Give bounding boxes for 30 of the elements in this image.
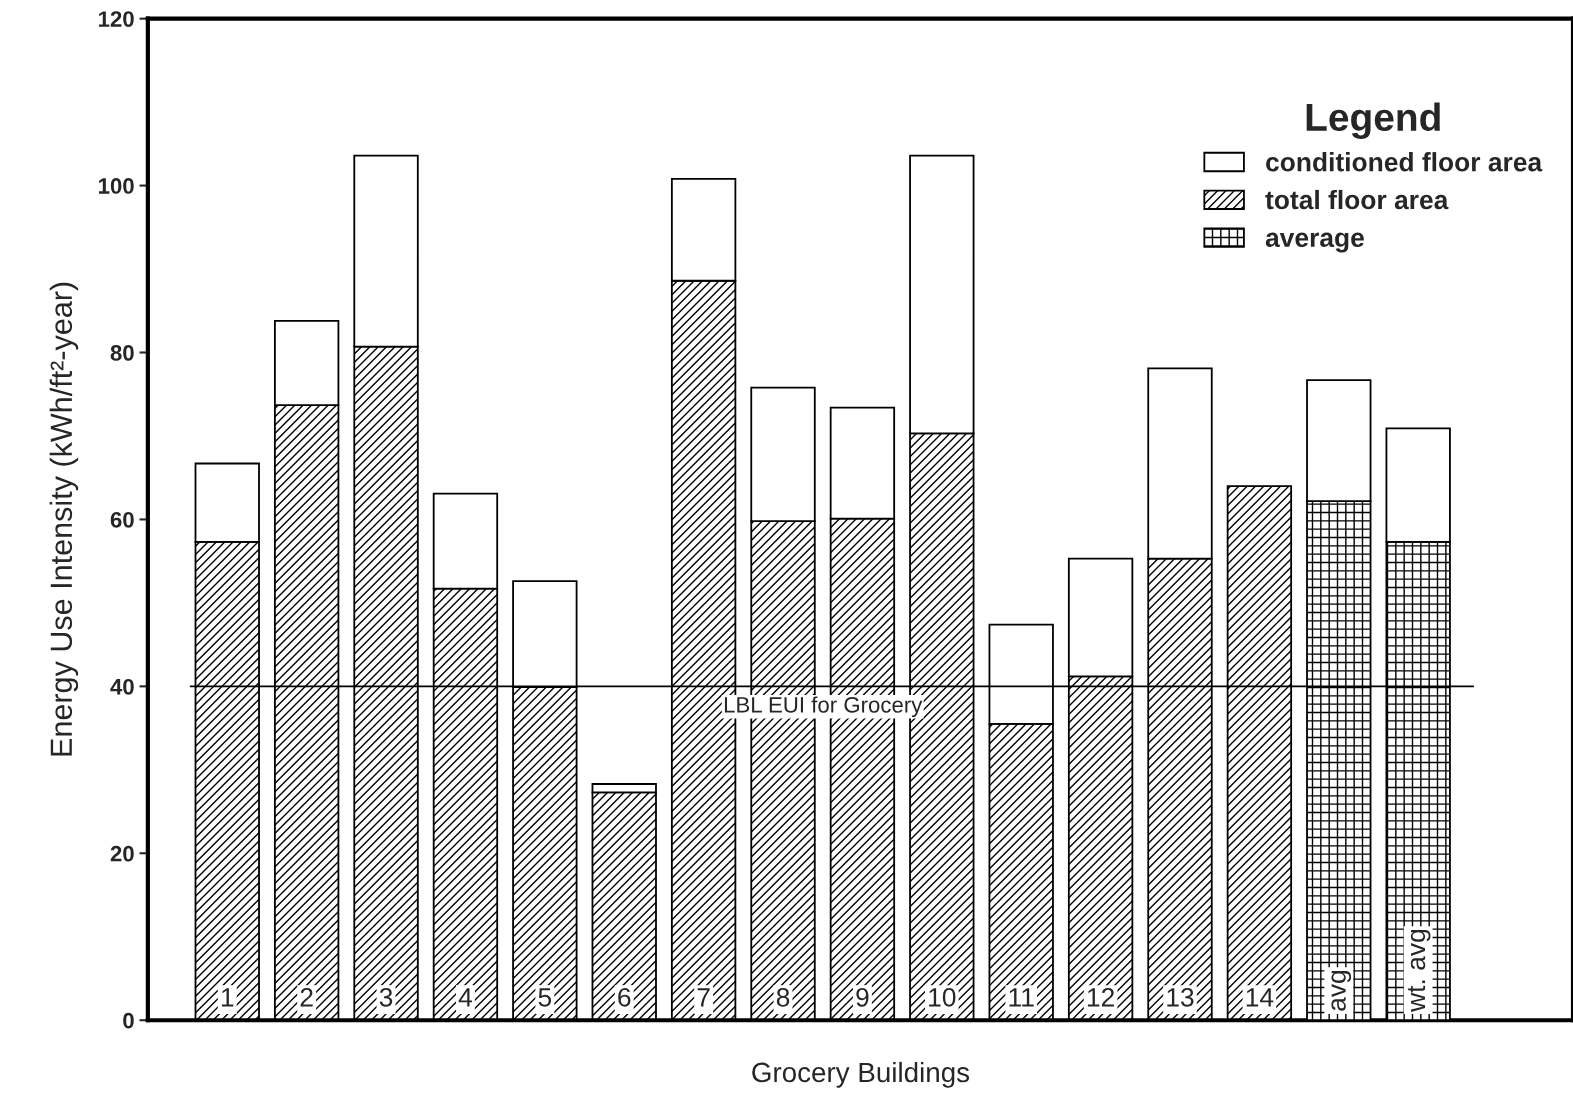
x-tick-label: 5 [538, 988, 552, 1007]
x-tick-label: 13 [1167, 987, 1194, 1007]
x-tick-label: 7 [697, 988, 710, 1007]
x-tick-label: 10 [929, 987, 956, 1007]
x-tick-label: 8 [776, 987, 790, 1007]
y-tick-label: 20 [110, 845, 134, 862]
x-tick-label: avg [1331, 971, 1352, 1011]
x-tick-label: 3 [379, 987, 393, 1007]
x-tick-label: wt. avg [1407, 929, 1431, 1012]
y-tick-label: 100 [98, 178, 134, 194]
ref-line-label: LBL EUI for Grocery [724, 696, 923, 718]
x-tick-label: 9 [856, 987, 869, 1007]
legend-label: total floor area [1265, 189, 1449, 210]
y-tick-label: 40 [110, 678, 134, 695]
x-tick-label: 11 [1009, 988, 1034, 1007]
x-axis-title: Grocery Buildings [752, 1061, 970, 1088]
x-tick-label: 2 [300, 987, 313, 1007]
x-tick-label: 1 [221, 988, 234, 1007]
y-tick-label: 120 [98, 11, 134, 27]
y-tick-label: 0 [123, 1012, 134, 1029]
legend-title: Legend [1306, 102, 1440, 139]
x-tick-label: 4 [458, 988, 473, 1007]
x-tick-label: 6 [618, 987, 631, 1007]
x-tick-label: 14 [1246, 988, 1274, 1007]
y-tick-label: 60 [110, 511, 134, 528]
x-tick-label: 12 [1087, 987, 1114, 1007]
y-tick-label: 80 [110, 345, 134, 361]
legend-label: average [1265, 232, 1364, 253]
y-axis-title: Energy Use Intensity (kWh/ft²-year) [49, 282, 79, 756]
legend-label: conditioned floor area [1266, 152, 1543, 172]
